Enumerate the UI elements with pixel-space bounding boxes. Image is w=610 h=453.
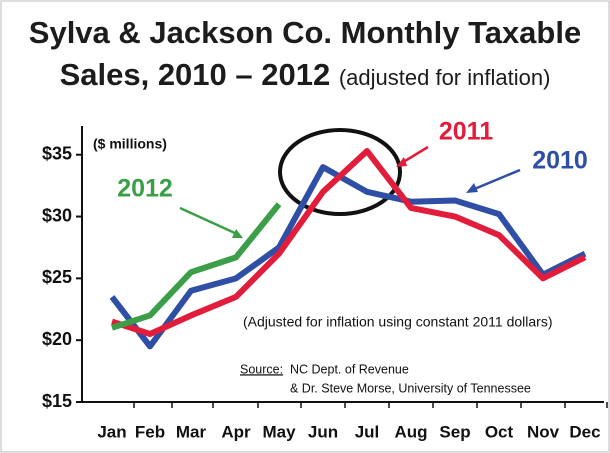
highlight-circle — [278, 128, 402, 216]
arrow-head — [396, 157, 407, 167]
series-line — [111, 202, 282, 331]
title-line: Sylva & Jackson Co. Monthly Taxable — [28, 15, 582, 50]
series-line — [111, 148, 587, 337]
title-line: Sales, 2010 – 2012 (adjusted for inflati… — [0, 54, 610, 99]
x-tick-label: Nov — [527, 422, 560, 441]
source: NC Dept. of Revenue — [290, 362, 409, 376]
x-tick-label: Dec — [569, 422, 600, 441]
subtitle: (adjusted for inflation) — [338, 65, 551, 90]
y-tick-label: $20 — [42, 329, 72, 349]
arrow — [179, 206, 238, 236]
series-line — [109, 164, 587, 350]
x-tick-label: Feb — [135, 422, 165, 441]
source: & Dr. Steve Morse, University of Tenness… — [290, 381, 531, 395]
source-label: Source: — [240, 362, 283, 376]
arrow-head — [232, 229, 243, 238]
x-tick-label: Sep — [439, 422, 470, 441]
note: (Adjusted for inflation using constant 2… — [243, 314, 552, 330]
x-tick-label: Mar — [176, 422, 207, 441]
x-tick-label: Jan — [97, 422, 126, 441]
x-tick-label: Jun — [308, 422, 338, 441]
y-tick-label: $35 — [42, 143, 72, 163]
y-tick-label: $30 — [42, 205, 72, 225]
x-tick-label: Oct — [485, 422, 514, 441]
y-tick-label: $15 — [42, 391, 72, 411]
y-tick-label: $25 — [42, 267, 72, 287]
x-tick-label: May — [262, 422, 296, 441]
series-label: 2011 — [439, 118, 493, 146]
title: Sylva & Jackson Co. Monthly Taxable Sale… — [0, 12, 610, 99]
title-text: Sales, 2010 – 2012 — [59, 57, 331, 92]
series-label: 2010 — [532, 147, 588, 175]
series-label: 2012 — [117, 175, 173, 203]
x-tick-label: Jul — [355, 422, 380, 441]
arrow-head — [466, 183, 478, 193]
x-tick-label: Apr — [221, 422, 251, 441]
arrow — [471, 168, 521, 192]
y-axis-unit: ($ millions) — [93, 136, 167, 152]
x-tick-label: Aug — [394, 422, 427, 441]
